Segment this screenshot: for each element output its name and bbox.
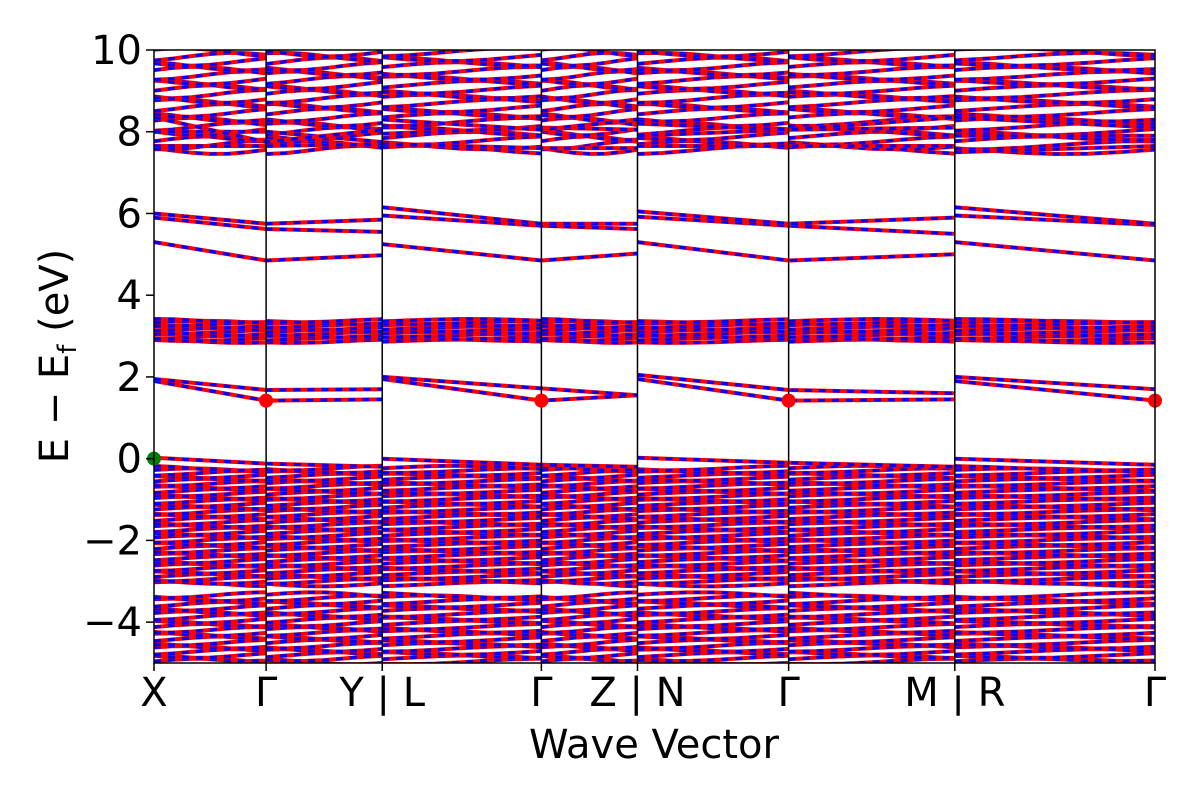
y-tick-label-6: 8 [117, 110, 142, 156]
high-symmetry-lines [265, 50, 956, 663]
x-tick-label-1: Γ [255, 670, 278, 716]
x-tick-label-2: Y | L [338, 670, 425, 716]
x-tick-label-5: Γ [777, 670, 800, 716]
band-group-0-line-5-spin-down [154, 641, 1155, 651]
x-tick-label-3: Γ [530, 670, 553, 716]
band-group-0-line-20-spin-down [154, 593, 1155, 603]
x-axis: X Γ Y | L Γ Z | N Γ M | R Γ [140, 663, 1167, 716]
band-group-3-line-21-spin-down [154, 50, 1155, 59]
band-group-0-line-16-spin-down [154, 606, 1155, 616]
band-group-3-line-11-spin-down [154, 93, 1155, 105]
band-group-1-line-27-spin-down [154, 510, 1155, 519]
plot-frame [153, 49, 1156, 664]
y-tick-label-4: 4 [117, 273, 142, 319]
y-tick-label-3: 2 [117, 355, 142, 401]
y-tick-label-0: −4 [83, 600, 142, 646]
band-group-1-line-16-spin-down [154, 538, 1155, 547]
band-group-0-line-21-spin-down [154, 590, 1155, 600]
x-tick-label-6: M | R [904, 670, 1005, 716]
band-group-1-line-8-spin-down [154, 559, 1155, 568]
band-group-2-line-11-spin-down [154, 317, 1155, 324]
y-axis-label: E − Ef (eV) [32, 249, 83, 464]
y-axis-label-subscript: f [53, 344, 83, 354]
x-axis-label: Wave Vector [529, 722, 780, 768]
y-axis: −4 −2 0 2 4 6 8 10 [83, 28, 154, 646]
band-group-1-line-12-spin-down [154, 549, 1155, 557]
y-axis-label-main: E − E [32, 354, 78, 464]
band-group-3-line-0-spin-down [154, 144, 1155, 156]
y-tick-label-2: 0 [117, 437, 142, 483]
marker-cbm-3 [781, 393, 796, 408]
x-tick-label-7: Γ [1144, 670, 1167, 716]
y-tick-label-7: 10 [91, 28, 142, 74]
x-tick-label-0: X [140, 670, 167, 716]
band-group-1-line-34-spin-down [154, 492, 1155, 501]
band-group-2-line-4-spin-down [154, 330, 1155, 338]
y-tick-label-1: −2 [83, 518, 142, 564]
band-group-0-line-9-spin-down [154, 628, 1155, 638]
y-axis-label-unit: (eV) [32, 249, 78, 345]
band-group-1-line-1-spin-down [154, 577, 1155, 586]
band-group-1-line-23-spin-down [154, 520, 1155, 529]
band-group-3-line-18-spin-down [154, 60, 1155, 72]
band-group-3-line-7-spin-down [154, 111, 1155, 124]
band-group-3-line-15-spin-down [154, 74, 1155, 86]
y-tick-label-5: 6 [117, 191, 142, 237]
band-group-1-line-45-spin-down [154, 464, 1155, 472]
band-group-1-line-38-spin-down [154, 482, 1155, 491]
marker-cbm-2 [534, 393, 549, 408]
x-tick-label-4: Z | N [589, 670, 685, 716]
marker-cbm-1 [259, 393, 274, 408]
